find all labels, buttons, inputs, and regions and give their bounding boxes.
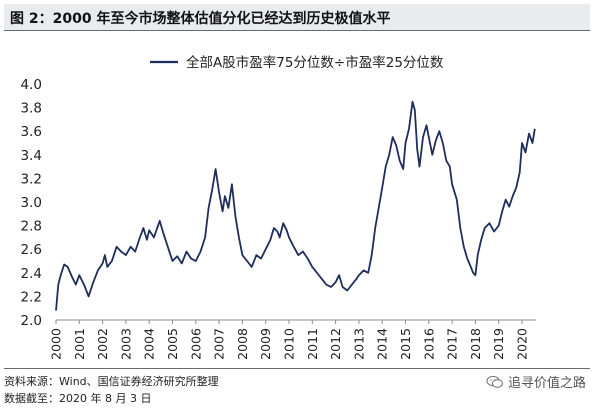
y-tick-label: 3.8 xyxy=(21,101,42,117)
watermark: 追寻价值之路 xyxy=(486,372,586,391)
x-tick-label: 2002 xyxy=(95,328,110,360)
series-line xyxy=(55,100,536,311)
figure-title: 图 2：2000 年至今市场整体估值分化已经达到历史极值水平 xyxy=(10,11,391,27)
y-tick-label: 4.0 xyxy=(21,77,42,93)
x-tick-label: 2014 xyxy=(375,328,390,360)
y-axis-ticks: 2.0 2.2 2.4 2.6 2.8 3.0 3.2 3.4 3.6 3.8 4.0 xyxy=(21,77,42,329)
y-tick-label: 2.6 xyxy=(21,242,42,258)
watermark-text: 追寻价值之路 xyxy=(507,376,586,391)
y-tick-label: 2.4 xyxy=(21,266,42,282)
x-tick-label: 2009 xyxy=(258,328,273,360)
y-tick-label: 2.8 xyxy=(21,219,42,235)
x-tick-label: 2020 xyxy=(515,328,530,360)
date-note: 数据截至：2020 年 8 月 3 日 xyxy=(4,392,152,405)
x-tick-label: 2017 xyxy=(445,328,460,360)
y-tick-label: 3.6 xyxy=(21,124,42,140)
x-tick-label: 2001 xyxy=(72,328,87,360)
y-tick-label: 3.4 xyxy=(21,148,42,164)
x-tick-label: 2011 xyxy=(305,328,320,360)
line-chart: 全部A股市盈率75分位数÷市盈率25分位数 2.0 2.2 2.4 2.6 2.8 3.0… xyxy=(21,54,536,360)
x-tick-label: 2012 xyxy=(328,328,343,360)
x-tick-label: 2005 xyxy=(165,328,180,360)
x-tick-label: 2007 xyxy=(212,328,227,360)
x-tick-label: 2000 xyxy=(49,328,64,360)
x-tick-label: 2004 xyxy=(142,328,157,360)
source-note: 资料来源：Wind、国信证券经济研究所整理 xyxy=(4,375,219,388)
x-tick-label: 2010 xyxy=(282,328,297,360)
x-tick-label: 2018 xyxy=(468,328,483,360)
x-tick-label: 2003 xyxy=(118,328,133,360)
x-tick-label: 2006 xyxy=(188,328,203,360)
x-tick-label: 2008 xyxy=(235,328,250,360)
wechat-icon xyxy=(486,375,504,388)
x-tick-label: 2015 xyxy=(398,328,413,360)
chart-legend: 全部A股市盈率75分位数÷市盈率25分位数 xyxy=(150,54,444,71)
y-tick-label: 2.2 xyxy=(21,289,42,305)
chart-footer: 资料来源：Wind、国信证券经济研究所整理 数据截至：2020 年 8 月 3 … xyxy=(4,368,590,407)
x-tick-label: 2013 xyxy=(351,328,366,360)
x-tick-label: 2016 xyxy=(421,328,436,360)
x-axis-ticks: 2000 2001 2002 2003 2004 2005 2006 2007 2008 2009… xyxy=(49,320,530,360)
chart-header-bar: 图 2：2000 年至今市场整体估值分化已经达到历史极值水平 xyxy=(4,4,590,31)
y-tick-label: 2.0 xyxy=(21,313,42,329)
y-tick-label: 3.0 xyxy=(21,195,42,211)
y-tick-label: 3.2 xyxy=(21,171,42,187)
x-tick-label: 2019 xyxy=(491,328,506,360)
legend-label: 全部A股市盈率75分位数÷市盈率25分位数 xyxy=(186,54,444,71)
